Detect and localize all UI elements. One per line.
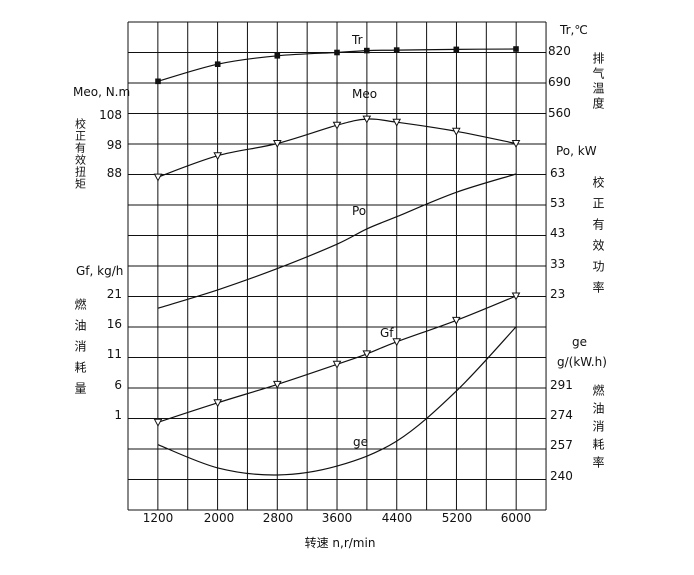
curves bbox=[157, 48, 517, 476]
data-point-meo bbox=[153, 173, 163, 182]
data-point-meo bbox=[511, 140, 521, 149]
po-axis-label: Po, kW bbox=[556, 144, 597, 158]
po-tick-label: 33 bbox=[550, 257, 565, 271]
data-point-tr bbox=[274, 53, 281, 59]
gf-tick-label: 1 bbox=[114, 408, 122, 422]
po-vertical-label: 校正有效功率 bbox=[591, 175, 605, 302]
tr-axis-label: Tr,℃ bbox=[559, 23, 588, 37]
meo-vertical-label: 校正有效扭矩 bbox=[74, 117, 87, 190]
series-label-ge: ge bbox=[353, 435, 368, 449]
po-tick-label: 53 bbox=[550, 196, 565, 210]
x-tick-label: 3600 bbox=[322, 511, 353, 525]
data-point-meo bbox=[392, 118, 402, 127]
data-markers bbox=[153, 46, 521, 427]
data-point-tr bbox=[155, 78, 161, 85]
data-point-gf bbox=[511, 292, 521, 301]
data-point-tr bbox=[453, 46, 460, 53]
tr-vertical-label: 排气温度 bbox=[591, 52, 605, 112]
gf-vertical-label: 燃油消耗量 bbox=[73, 297, 87, 403]
po-tick-label: 63 bbox=[550, 166, 565, 180]
po-tick-label: 23 bbox=[550, 287, 565, 301]
meo-tick-label: 98 bbox=[107, 138, 122, 152]
tr-tick-label: 820 bbox=[548, 44, 571, 58]
data-point-tr bbox=[513, 46, 519, 52]
ge-axis-label-line2: g/(kW.h) bbox=[557, 355, 607, 369]
grid bbox=[127, 21, 547, 511]
series-label-po: Po bbox=[352, 204, 366, 218]
data-point-meo bbox=[272, 140, 282, 149]
data-point-gf bbox=[272, 380, 282, 389]
data-point-gf bbox=[451, 316, 461, 325]
ge-tick-label: 257 bbox=[550, 438, 573, 452]
data-point-meo bbox=[332, 121, 342, 130]
data-point-gf bbox=[213, 399, 223, 408]
series-label-gf: Gf bbox=[380, 326, 394, 340]
data-point-tr bbox=[334, 49, 340, 56]
series-line-ge bbox=[157, 326, 517, 476]
data-point-tr bbox=[393, 47, 400, 53]
data-point-meo bbox=[451, 127, 461, 136]
ge-tick-label: 274 bbox=[550, 408, 573, 422]
gf-tick-label: 11 bbox=[107, 347, 122, 361]
meo-tick-label: 108 bbox=[99, 108, 122, 122]
x-tick-labels: 1200 2000 2800 3600 4400 5200 6000 bbox=[143, 511, 532, 525]
meo-tick-label: 88 bbox=[107, 166, 122, 180]
gf-tick-label: 6 bbox=[114, 378, 122, 392]
data-point-gf bbox=[153, 418, 163, 427]
data-point-meo bbox=[213, 152, 223, 161]
data-point-gf bbox=[392, 338, 402, 347]
data-point-meo bbox=[362, 115, 372, 124]
tr-tick-label: 560 bbox=[548, 106, 571, 120]
x-tick-label: 5200 bbox=[442, 511, 473, 525]
x-axis-label: 转速 n,r/min bbox=[305, 535, 376, 550]
po-tick-label: 43 bbox=[550, 226, 565, 240]
x-tick-label: 2800 bbox=[263, 511, 294, 525]
series-line-po bbox=[157, 173, 517, 309]
ge-vertical-label: 燃油消耗率 bbox=[591, 383, 605, 474]
x-tick-label: 6000 bbox=[501, 511, 532, 525]
series-label-meo: Meo bbox=[352, 87, 377, 101]
x-tick-label: 2000 bbox=[204, 511, 235, 525]
data-point-gf bbox=[332, 360, 342, 369]
gf-axis-label: Gf, kg/h bbox=[76, 264, 123, 278]
gf-tick-label: 16 bbox=[107, 317, 122, 331]
ge-tick-label: 240 bbox=[550, 469, 573, 483]
x-tick-label: 4400 bbox=[382, 511, 413, 525]
series-line-tr bbox=[157, 48, 517, 82]
series-line-meo bbox=[157, 118, 517, 178]
x-tick-label: 1200 bbox=[143, 511, 174, 525]
data-point-gf bbox=[362, 350, 372, 359]
series-label-tr: Tr bbox=[351, 33, 363, 47]
gf-tick-label: 21 bbox=[107, 287, 122, 301]
ge-axis-label-line1: ge bbox=[572, 335, 587, 349]
tr-tick-label: 690 bbox=[548, 75, 571, 89]
ge-tick-label: 291 bbox=[550, 378, 573, 392]
data-point-tr bbox=[214, 61, 221, 67]
data-point-tr bbox=[364, 47, 370, 54]
meo-axis-label: Meo, N.m bbox=[73, 85, 130, 99]
